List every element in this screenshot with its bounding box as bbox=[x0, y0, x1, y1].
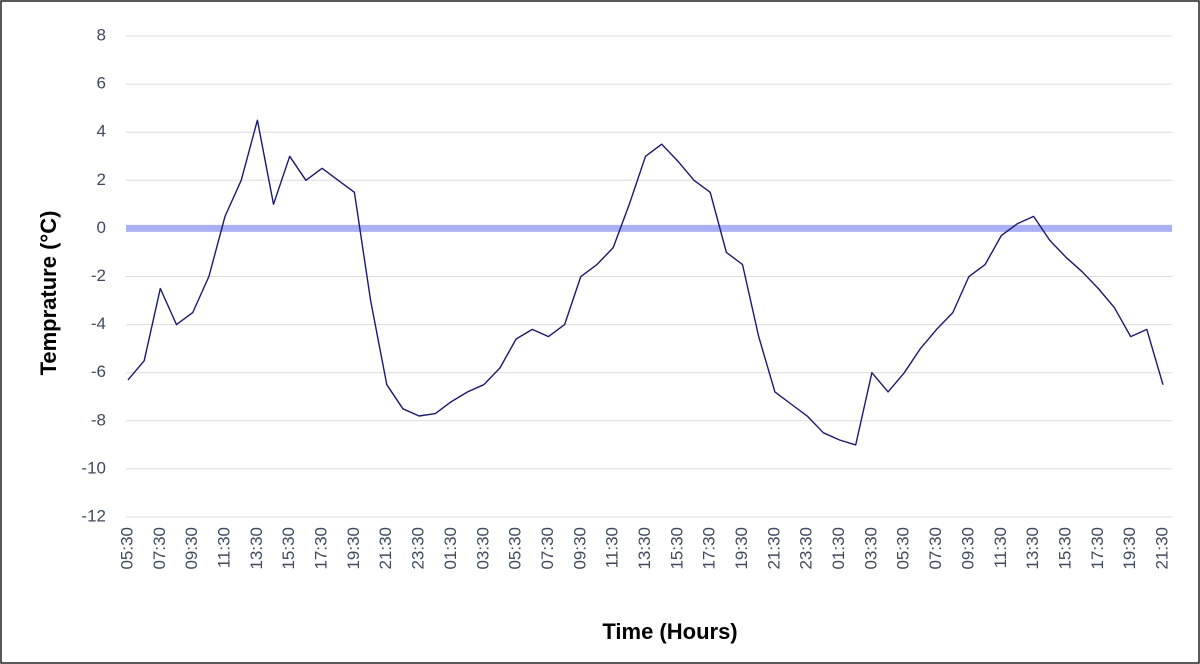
x-tick-label: 05:30 bbox=[117, 527, 136, 570]
line-series bbox=[127, 119, 1164, 446]
y-tick-label: 2 bbox=[97, 170, 106, 189]
x-tick-label: 21:30 bbox=[376, 527, 395, 570]
x-tick-label: 15:30 bbox=[1055, 527, 1074, 570]
x-tick-label: 13:30 bbox=[1023, 527, 1042, 570]
y-axis-title: Temprature (°C) bbox=[36, 211, 61, 376]
x-tick-label: 17:30 bbox=[700, 527, 719, 570]
x-tick-label: 23:30 bbox=[409, 527, 428, 570]
x-tick-label: 09:30 bbox=[958, 527, 977, 570]
x-tick-label: 17:30 bbox=[1088, 527, 1107, 570]
x-tick-label: 13:30 bbox=[247, 527, 266, 570]
x-tick-label: 21:30 bbox=[1152, 527, 1171, 570]
x-tick-label: 15:30 bbox=[667, 527, 686, 570]
y-tick-label: -4 bbox=[91, 314, 106, 333]
y-tick-label: -6 bbox=[91, 362, 106, 381]
y-tick-label: -12 bbox=[81, 506, 106, 525]
x-tick-label: 01:30 bbox=[829, 527, 848, 570]
y-tick-label: 8 bbox=[97, 25, 106, 44]
x-tick-label: 19:30 bbox=[1120, 527, 1139, 570]
x-tick-label: 09:30 bbox=[570, 527, 589, 570]
x-tick-label: 03:30 bbox=[861, 527, 880, 570]
y-tick-label: -10 bbox=[81, 458, 106, 477]
x-tick-label: 07:30 bbox=[150, 527, 169, 570]
x-tick-label: 11:30 bbox=[991, 527, 1010, 568]
y-tick-label: -8 bbox=[91, 410, 106, 429]
x-tick-label: 07:30 bbox=[538, 527, 557, 570]
x-tick-label: 05:30 bbox=[506, 527, 525, 570]
x-tick-label: 03:30 bbox=[473, 527, 492, 570]
x-tick-label: 15:30 bbox=[279, 527, 298, 570]
x-axis-title: Time (Hours) bbox=[602, 619, 737, 644]
x-tick-label: 09:30 bbox=[182, 527, 201, 570]
x-tick-label: 21:30 bbox=[764, 527, 783, 570]
y-tick-label: 4 bbox=[97, 122, 106, 141]
y-tick-label: 0 bbox=[97, 218, 106, 237]
y-tick-label: -2 bbox=[91, 266, 106, 285]
y-tick-label: 6 bbox=[97, 74, 106, 93]
x-tick-label: 13:30 bbox=[635, 527, 654, 570]
x-tick-label: 19:30 bbox=[732, 527, 751, 570]
x-tick-label: 11:30 bbox=[215, 527, 234, 568]
x-tick-label: 23:30 bbox=[797, 527, 816, 570]
x-tick-label: 11:30 bbox=[603, 527, 622, 568]
x-tick-label: 01:30 bbox=[441, 527, 460, 570]
x-tick-label: 07:30 bbox=[926, 527, 945, 570]
x-tick-label: 17:30 bbox=[312, 527, 331, 570]
x-tick-label: 19:30 bbox=[344, 527, 363, 570]
x-tick-label: 05:30 bbox=[894, 527, 913, 570]
